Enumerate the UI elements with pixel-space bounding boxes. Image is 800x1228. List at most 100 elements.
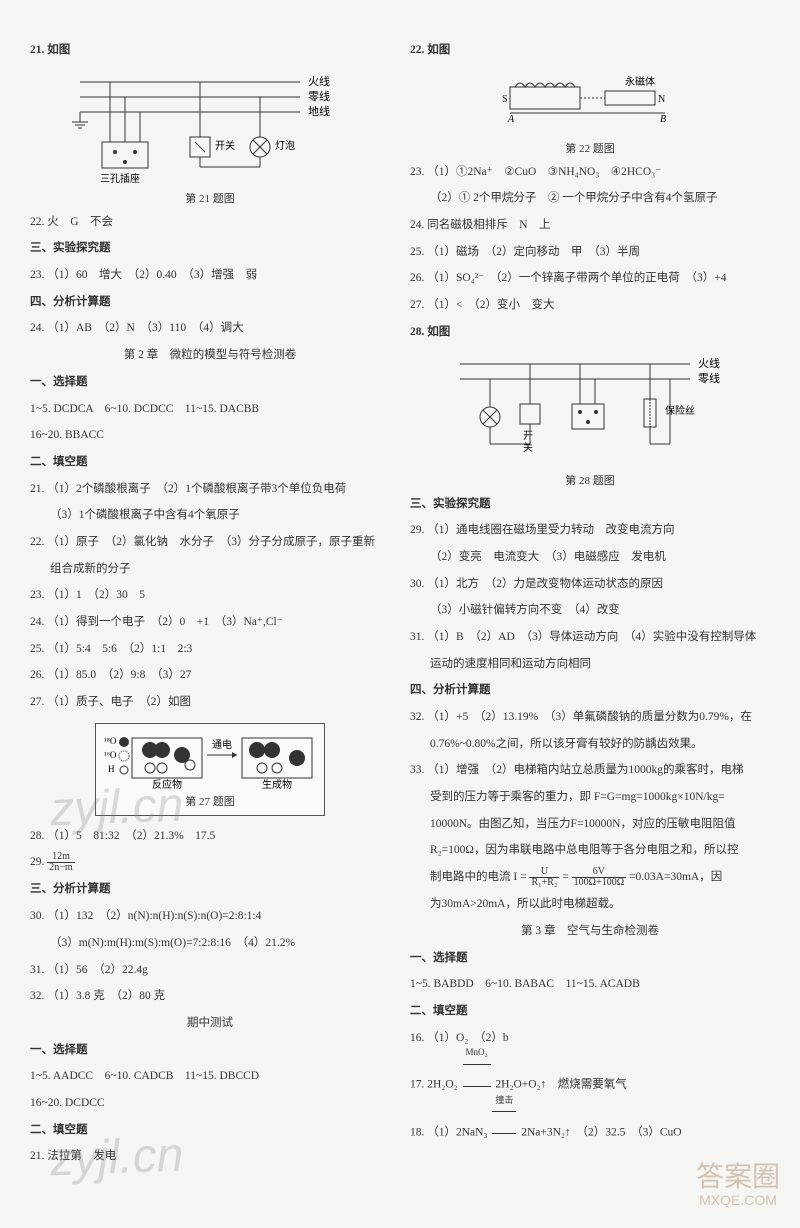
q22b2: 组合成新的分子 <box>30 559 390 580</box>
rq25: 25. （1）磁场 （2）定向移动 甲 （3）半周 <box>410 242 770 263</box>
fig22-svg: S 永磁体 N A B <box>490 67 690 137</box>
sec2b: 二、填空题 <box>30 452 390 473</box>
q22: 22. 火 G 不会 <box>30 212 390 233</box>
q21b: 21. （1）2个磷酸根离子 （2）1个磷酸根离子带3个单位负电荷 <box>30 479 390 500</box>
q24b: 24. （1）得到一个电子 （2）0 +1 （3）Na⁺,Cl⁻ <box>30 612 390 633</box>
rq33e: 制电路中的电流 I = U R₁+R₂ = 6V 100Ω+100Ω =0.03… <box>410 867 770 888</box>
sec3b: 三、分析计算题 <box>30 879 390 900</box>
rq30b: （3）小磁针偏转方向不变 （4）改变 <box>410 600 770 621</box>
svg-text:¹⁸O: ¹⁸O <box>104 736 117 746</box>
rq23: 23. （1）①2Na⁺ ②CuO ③NH₄NO₃ ④2HCO₃⁻ <box>410 162 770 183</box>
rq22: 22. 如图 <box>410 40 770 61</box>
q17-cond: MnO₂ <box>461 1044 493 1060</box>
ch2-title: 第 2 章 微粒的模型与符号检测卷 <box>30 345 390 366</box>
q29-frac: 12m 2n−m <box>47 852 74 873</box>
q31b: 31. （1）56 （2）22.4g <box>30 960 390 981</box>
rq26: 26. （1）SO₄²⁻ （2）一个锌离子带两个单位的正电荷 （3）+4 <box>410 268 770 289</box>
q24: 24. （1）AB （2）N （3）110 （4）调大 <box>30 318 390 339</box>
rq17: 17. 2H₂O₂ MnO₂ 2H₂O+O₂↑ 燃烧需要氧气 <box>410 1054 770 1095</box>
q17a: 17. 2H₂O₂ <box>410 1079 461 1091</box>
q21b2: （3）1个磷酸根离子中含有4个氧原子 <box>30 505 390 526</box>
svg-text:开: 开 <box>523 431 533 442</box>
rsec1d: 一、选择题 <box>410 948 770 969</box>
q17b: 2H₂O+O₂↑ 燃烧需要氧气 <box>495 1079 626 1091</box>
bulb-label: 灯泡 <box>275 139 295 152</box>
rq32: 32. （1）+5 （2）13.19% （3）单氟磷酸钠的质量分数为0.79%，… <box>410 707 770 728</box>
rmc1d: 1~5. BABDD 6~10. BABAC 11~15. ACADB <box>410 974 770 995</box>
frac2-bot: 100Ω+100Ω <box>572 878 627 888</box>
sec1b: 一、选择题 <box>30 372 390 393</box>
rq23b: （2）① 2个甲烷分子 ② 一个甲烷分子中含有4个氢原子 <box>410 188 770 209</box>
q30b: 30. （1）132 （2）n(N):n(H):n(S):n(O)=2:8:1:… <box>30 906 390 927</box>
mc2c: 16~20. DCDCC <box>30 1093 390 1114</box>
figure-27: 反应物 通电 生成物 ¹⁸O ¹⁶O H 第 27 题图 <box>95 723 325 816</box>
q18-arrow: 撞击 <box>490 1102 518 1143</box>
midterm: 期中测试 <box>30 1013 390 1034</box>
q28b: 28. （1）5 81:32 （2）21.3% 17.5 <box>30 826 390 847</box>
svg-text:零线: 零线 <box>698 371 720 385</box>
mc1: 1~5. DCDCA 6~10. DCDCC 11~15. DACBB <box>30 399 390 420</box>
rq33c: 10000N。由图乙知，当压力F=10000N，对应的压敏电阻阻值 <box>410 814 770 835</box>
rq28: 28. 如图 <box>410 322 770 343</box>
rq32b: 0.76%~0.80%之间，所以该牙膏有较好的防龋齿效果。 <box>410 734 770 755</box>
fig28-svg: 火线 零线 开关 <box>440 349 740 469</box>
svg-text:N: N <box>658 94 665 105</box>
q26b: 26. （1）85.0 （2）9:8 （3）27 <box>30 665 390 686</box>
svg-text:S: S <box>502 94 508 105</box>
fig28-caption: 第 28 题图 <box>410 472 770 488</box>
figure-28: 火线 零线 开关 <box>410 349 770 488</box>
mc2: 16~20. BBACC <box>30 425 390 446</box>
q33-frac1: U R₁+R₂ <box>529 867 559 888</box>
svg-text:B: B <box>660 114 666 125</box>
rq33: 33. （1）增强 （2）电梯箱内站立总质量为1000kg的乘客时，电梯 <box>410 760 770 781</box>
svg-text:H: H <box>108 764 115 774</box>
svg-text:永磁体: 永磁体 <box>625 75 655 88</box>
figure-21: 火线 零线 地线 三孔插座 开关 <box>30 67 390 206</box>
rq31b: 运动的速度相同和运动方向相同 <box>410 654 770 675</box>
q18b: 2Na+3N₂↑ （2）32.5 （3）CuO <box>521 1126 681 1138</box>
q23: 23. （1）60 增大 （2）0.40 （3）增强 弱 <box>30 265 390 286</box>
q21c: 21. 法拉第 发电 <box>30 1146 390 1167</box>
fire-label: 火线 <box>308 74 330 88</box>
sec1c: 一、选择题 <box>30 1040 390 1061</box>
rsec2d: 二、填空题 <box>410 1001 770 1022</box>
left-column: 21. 如图 火线 零线 地线 三孔插座 <box>30 40 390 1167</box>
svg-text:A: A <box>507 114 515 125</box>
mc1c: 1~5. AADCC 6~10. CADCB 11~15. DBCCD <box>30 1066 390 1087</box>
circuit-21-svg: 火线 零线 地线 三孔插座 开关 <box>60 67 360 187</box>
rq30: 30. （1）北方 （2）力是改变物体运动状态的原因 <box>410 574 770 595</box>
ground-label: 地线 <box>308 104 330 118</box>
svg-text:生成物: 生成物 <box>262 778 292 790</box>
rq31: 31. （1）B （2）AD （3）导体运动方向 （4）实验中没有控制导体 <box>410 627 770 648</box>
sec4: 四、分析计算题 <box>30 292 390 313</box>
q18-cond: 撞击 <box>490 1092 518 1108</box>
figure-22: S 永磁体 N A B 第 22 题图 <box>410 67 770 156</box>
sec3: 三、实验探究题 <box>30 238 390 259</box>
frac1-bot: R₁+R₂ <box>529 878 559 888</box>
svg-text:通电: 通电 <box>212 738 232 751</box>
rsec3: 三、实验探究题 <box>410 494 770 515</box>
q22b: 22. （1）原子 （2）氯化钠 水分子 （3）分子分成原子，原子重新 <box>30 532 390 553</box>
rq27: 27. （1）< （2）变小 变大 <box>410 295 770 316</box>
q23b: 23. （1）1 （2）30 5 <box>30 585 390 606</box>
q32b: 32. （1）3.8 克 （2）80 克 <box>30 986 390 1007</box>
q27b: 27. （1）质子、电子 （2）如图 <box>30 692 390 713</box>
page-container: 21. 如图 火线 零线 地线 三孔插座 <box>0 0 800 1197</box>
switch-label: 开关 <box>215 139 235 152</box>
svg-text:火线: 火线 <box>698 356 720 370</box>
rq24: 24. 同名磁极相排斥 N 上 <box>410 215 770 236</box>
rq33b: 受到的压力等于乘客的重力，即 F=G=mg=1000kg×10N/kg= <box>410 787 770 808</box>
q30b2: （3）m(N):m(H):m(S):m(O)=7:2:8:16 （4）21.2% <box>30 933 390 954</box>
ch3-title: 第 3 章 空气与生命检测卷 <box>410 921 770 942</box>
sec2c: 二、填空题 <box>30 1120 390 1141</box>
socket-label: 三孔插座 <box>100 172 140 185</box>
q29b: 29. 12m 2n−m <box>30 852 390 873</box>
rq33f: 为30mA>20mA，所以此时电梯超载。 <box>410 894 770 915</box>
q29-prefix: 29. <box>30 857 47 869</box>
q17-arrow: MnO₂ <box>461 1054 493 1095</box>
svg-text:关: 关 <box>523 441 533 454</box>
svg-text:保险丝: 保险丝 <box>665 404 695 417</box>
q33-mid: = <box>562 871 571 883</box>
neutral-label: 零线 <box>308 89 330 103</box>
q33e-post: =0.03A=30mA，因 <box>629 871 722 883</box>
